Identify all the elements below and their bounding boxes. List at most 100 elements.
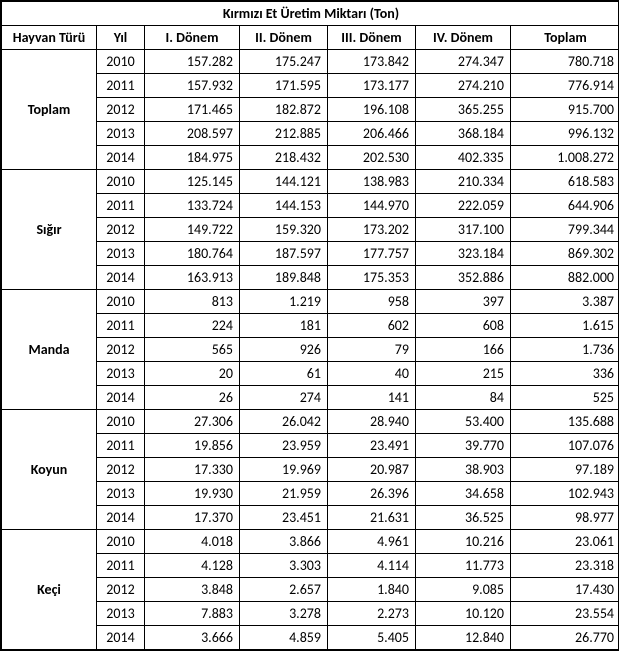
value-cell: 144.970 — [328, 194, 416, 218]
value-cell: 187.597 — [240, 242, 328, 266]
value-cell: 175.247 — [240, 50, 328, 74]
year-cell: 2011 — [97, 194, 145, 218]
value-cell: 869.302 — [511, 242, 619, 266]
value-cell: 21.959 — [240, 482, 328, 506]
value-cell: 776.914 — [511, 74, 619, 98]
value-cell: 102.943 — [511, 482, 619, 506]
value-cell: 565 — [145, 338, 240, 362]
value-cell: 2.273 — [328, 602, 416, 626]
value-cell: 182.872 — [240, 98, 328, 122]
value-cell: 2.657 — [240, 578, 328, 602]
year-cell: 2010 — [97, 50, 145, 74]
value-cell: 97.189 — [511, 458, 619, 482]
year-cell: 2010 — [97, 530, 145, 554]
value-cell: 149.722 — [145, 218, 240, 242]
value-cell: 10.216 — [416, 530, 511, 554]
value-cell: 1.615 — [511, 314, 619, 338]
col-header-d3: III. Dönem — [328, 26, 416, 50]
value-cell: 5.405 — [328, 626, 416, 650]
year-cell: 2012 — [97, 218, 145, 242]
value-cell: 144.121 — [240, 170, 328, 194]
value-cell: 317.100 — [416, 218, 511, 242]
value-cell: 780.718 — [511, 50, 619, 74]
year-cell: 2014 — [97, 506, 145, 530]
value-cell: 19.930 — [145, 482, 240, 506]
value-cell: 10.120 — [416, 602, 511, 626]
value-cell: 1.008.272 — [511, 146, 619, 170]
value-cell: 206.466 — [328, 122, 416, 146]
value-cell: 166 — [416, 338, 511, 362]
value-cell: 23.554 — [511, 602, 619, 626]
value-cell: 4.114 — [328, 554, 416, 578]
col-header-d4: IV. Dönem — [416, 26, 511, 50]
value-cell: 138.983 — [328, 170, 416, 194]
value-cell: 26 — [145, 386, 240, 410]
value-cell: 618.583 — [511, 170, 619, 194]
value-cell: 336 — [511, 362, 619, 386]
value-cell: 23.959 — [240, 434, 328, 458]
value-cell: 19.856 — [145, 434, 240, 458]
value-cell: 36.525 — [416, 506, 511, 530]
value-cell: 23.451 — [240, 506, 328, 530]
value-cell: 210.334 — [416, 170, 511, 194]
value-cell: 61 — [240, 362, 328, 386]
year-cell: 2014 — [97, 266, 145, 290]
value-cell: 181 — [240, 314, 328, 338]
value-cell: 3.278 — [240, 602, 328, 626]
value-cell: 323.184 — [416, 242, 511, 266]
year-cell: 2011 — [97, 74, 145, 98]
value-cell: 175.353 — [328, 266, 416, 290]
value-cell: 9.085 — [416, 578, 511, 602]
value-cell: 208.597 — [145, 122, 240, 146]
value-cell: 144.153 — [240, 194, 328, 218]
value-cell: 180.764 — [145, 242, 240, 266]
value-cell: 222.059 — [416, 194, 511, 218]
value-cell: 274 — [240, 386, 328, 410]
value-cell: 274.347 — [416, 50, 511, 74]
value-cell: 17.430 — [511, 578, 619, 602]
value-cell: 157.932 — [145, 74, 240, 98]
value-cell: 107.076 — [511, 434, 619, 458]
value-cell: 3.303 — [240, 554, 328, 578]
table-row: Keçi20104.0183.8664.96110.21623.061 — [2, 530, 619, 554]
year-cell: 2010 — [97, 290, 145, 314]
year-cell: 2013 — [97, 242, 145, 266]
year-cell: 2012 — [97, 98, 145, 122]
value-cell: 402.335 — [416, 146, 511, 170]
value-cell: 4.018 — [145, 530, 240, 554]
year-cell: 2013 — [97, 362, 145, 386]
year-cell: 2013 — [97, 482, 145, 506]
year-cell: 2014 — [97, 626, 145, 650]
table-body: Toplam2010157.282175.247173.842274.34778… — [2, 50, 619, 650]
col-header-group: Hayvan Türü — [2, 26, 97, 50]
year-cell: 2011 — [97, 434, 145, 458]
table-row: Toplam2010157.282175.247173.842274.34778… — [2, 50, 619, 74]
table-title: Kırmızı Et Üretim Miktarı (Ton) — [2, 2, 619, 26]
value-cell: 3.848 — [145, 578, 240, 602]
value-cell: 813 — [145, 290, 240, 314]
value-cell: 926 — [240, 338, 328, 362]
year-cell: 2013 — [97, 122, 145, 146]
value-cell: 141 — [328, 386, 416, 410]
value-cell: 26.770 — [511, 626, 619, 650]
value-cell: 196.108 — [328, 98, 416, 122]
value-cell: 163.913 — [145, 266, 240, 290]
meat-production-table: Kırmızı Et Üretim Miktarı (Ton) Hayvan T… — [1, 1, 619, 650]
value-cell: 98.977 — [511, 506, 619, 530]
value-cell: 3.387 — [511, 290, 619, 314]
year-cell: 2012 — [97, 338, 145, 362]
value-cell: 38.903 — [416, 458, 511, 482]
value-cell: 27.306 — [145, 410, 240, 434]
year-cell: 2011 — [97, 554, 145, 578]
value-cell: 20 — [145, 362, 240, 386]
value-cell: 125.145 — [145, 170, 240, 194]
year-cell: 2012 — [97, 578, 145, 602]
col-header-year: Yıl — [97, 26, 145, 50]
value-cell: 212.885 — [240, 122, 328, 146]
group-cell: Toplam — [2, 50, 97, 170]
year-cell: 2011 — [97, 314, 145, 338]
value-cell: 26.042 — [240, 410, 328, 434]
value-cell: 365.255 — [416, 98, 511, 122]
value-cell: 7.883 — [145, 602, 240, 626]
value-cell: 17.330 — [145, 458, 240, 482]
